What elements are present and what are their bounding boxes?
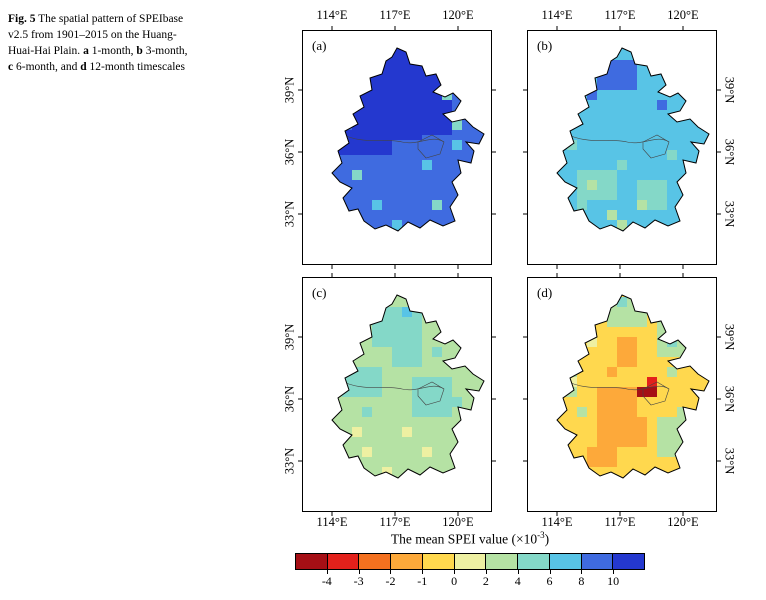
- lat-tick-label: 36°N: [722, 385, 737, 413]
- lon-tick-label: 120°E: [442, 515, 474, 529]
- colorbar-title-exponent: -3: [537, 530, 545, 540]
- lat-tick-label: 39°N: [722, 323, 737, 351]
- lon-tick-label: 114°E: [541, 515, 573, 529]
- map-panel-b: (b): [523, 26, 721, 269]
- colorbar-tick-label: 6: [546, 573, 553, 588]
- colorbar-tick-label: -2: [385, 573, 396, 588]
- colorbar-segment: [454, 553, 487, 569]
- lon-tick-label: 120°E: [667, 8, 699, 22]
- colorbar-segment: [486, 553, 519, 569]
- caption-run: Fig. 5: [8, 13, 36, 25]
- lon-tick-label: 117°E: [379, 515, 411, 529]
- colorbar-tickmark: [326, 569, 328, 574]
- lat-tick-label: 36°N: [282, 138, 297, 166]
- colorbar-segment: [359, 553, 392, 569]
- lon-tick-label: 117°E: [604, 515, 636, 529]
- colorbar-tickmark: [358, 569, 360, 574]
- panel-label-c: (c): [312, 285, 326, 300]
- colorbar-segment: [296, 553, 328, 569]
- lat-tick-label: 36°N: [722, 138, 737, 166]
- colorbar-tick-row: -4 -3 -2 -1 0 2 4 6 8 10: [295, 569, 645, 592]
- colorbar-tick-label: -3: [353, 573, 364, 588]
- colorbar-tick-label: 8: [578, 573, 585, 588]
- caption-run: d: [80, 60, 87, 73]
- colorbar-segment: [549, 553, 582, 569]
- caption-run: and: [60, 60, 81, 73]
- lon-tick-label: 117°E: [604, 8, 636, 22]
- lat-tick-label: 39°N: [282, 323, 297, 351]
- colorbar-tick-label: -4: [321, 573, 332, 588]
- colorbar-tickmark: [613, 569, 615, 574]
- colorbar-tick-label: 2: [482, 573, 489, 588]
- colorbar-tickmark: [422, 569, 424, 574]
- colorbar-segment: [327, 553, 360, 569]
- colorbar: [295, 552, 645, 570]
- panel-label-b: (b): [537, 38, 552, 53]
- colorbar-tickmark: [454, 569, 456, 574]
- map-panel-a: (a): [298, 26, 496, 269]
- lat-tick-label: 33°N: [722, 200, 737, 228]
- colorbar-segment: [613, 553, 645, 569]
- caption-run: The spatial pattern of SPEIbase v2.5 fro…: [8, 13, 184, 57]
- colorbar-segment: [581, 553, 614, 569]
- colorbar-segment: [518, 553, 550, 569]
- figure-caption: Fig. 5 The spatial pattern of SPEIbase v…: [8, 12, 192, 75]
- colorbar-title-close: ): [544, 531, 550, 547]
- colorbar-tick-label: 4: [514, 573, 521, 588]
- lon-tick-label: 120°E: [442, 8, 474, 22]
- lat-tick-label: 33°N: [722, 447, 737, 475]
- colorbar-segment: [422, 553, 455, 569]
- lat-tick-label: 33°N: [282, 200, 297, 228]
- caption-run: 1-month,: [88, 44, 137, 57]
- colorbar-tickmark: [517, 569, 519, 574]
- panel-label-d: (d): [537, 285, 552, 300]
- colorbar-title: The mean SPEI value (×10-3): [295, 530, 645, 548]
- caption-run: b: [136, 44, 143, 57]
- caption-run: a: [83, 44, 89, 57]
- lat-tick-label: 39°N: [722, 76, 737, 104]
- lat-tick-label: 36°N: [282, 385, 297, 413]
- colorbar-tick-label: 10: [607, 573, 620, 588]
- colorbar-tick-label: 0: [451, 573, 458, 588]
- colorbar-tickmark: [485, 569, 487, 574]
- colorbar-title-text: The mean SPEI value (×10: [390, 531, 538, 547]
- lon-tick-label: 114°E: [541, 8, 573, 22]
- panel-label-a: (a): [312, 38, 326, 53]
- lon-tick-label: 120°E: [667, 515, 699, 529]
- caption-run: 12-month timescales: [86, 60, 185, 73]
- lon-tick-label: 114°E: [316, 8, 348, 22]
- map-panel-c: (c): [298, 273, 496, 516]
- caption-run: 6-month,: [13, 60, 61, 73]
- colorbar-tickmark: [549, 569, 551, 574]
- lon-tick-label: 117°E: [379, 8, 411, 22]
- caption-run: 3-month,: [142, 44, 188, 57]
- colorbar-tickmark: [581, 569, 583, 574]
- lon-tick-label: 114°E: [316, 515, 348, 529]
- caption-run: c: [8, 60, 14, 73]
- lat-tick-label: 33°N: [282, 447, 297, 475]
- legend: The mean SPEI value (×10-3) -4 -3 -2 -1 0 2 4 6…: [295, 530, 645, 592]
- colorbar-tick-label: -1: [417, 573, 428, 588]
- map-panel-d: (d): [523, 273, 721, 516]
- lat-tick-label: 39°N: [282, 76, 297, 104]
- colorbar-tickmark: [390, 569, 392, 574]
- colorbar-segment: [391, 553, 423, 569]
